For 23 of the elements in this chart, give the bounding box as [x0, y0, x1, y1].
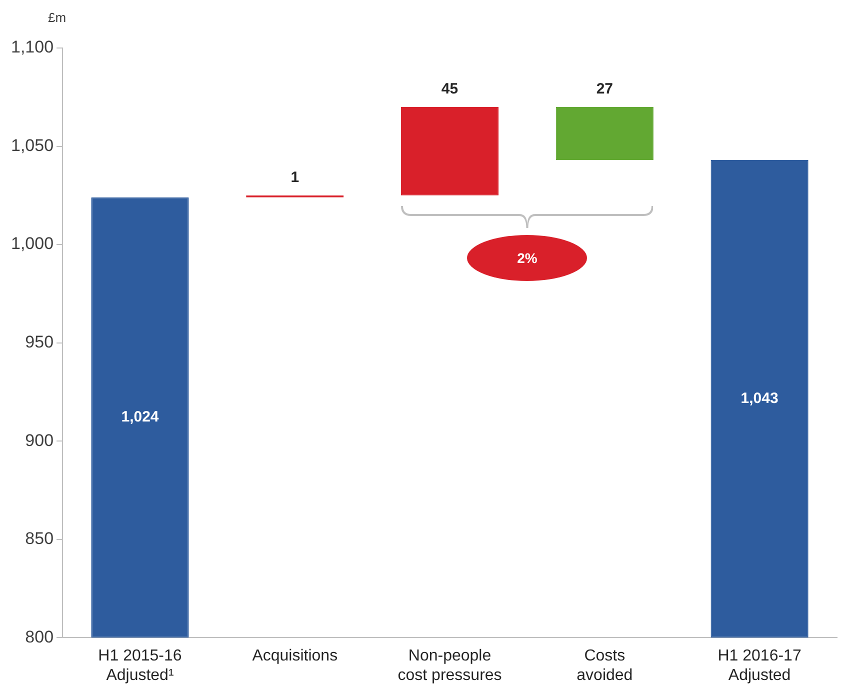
y-tick-label: 850: [25, 529, 54, 548]
bar: [710, 160, 808, 638]
y-tick-label: 900: [25, 430, 54, 450]
x-tick-label: Costs avoided: [576, 648, 633, 684]
x-tick-label: Acquisitions: [252, 648, 338, 665]
data-label: 45: [441, 80, 458, 98]
oval-badge: 2%: [467, 235, 588, 282]
y-tick-label: 950: [25, 332, 54, 352]
bar: [556, 106, 654, 160]
x-tick-label: H1 2015-16 Adjusted¹: [98, 648, 182, 684]
x-tick-label: Non-people cost pressures: [398, 648, 502, 684]
data-label: 1,043: [740, 390, 778, 407]
y-tick-label: 1,000: [10, 234, 54, 254]
y-tick-label: 1,100: [10, 38, 54, 57]
data-label: 1,024: [121, 408, 160, 426]
y-tick-label: 800: [25, 627, 54, 646]
y-tick-label: 1,050: [10, 136, 54, 155]
data-label: 27: [596, 80, 614, 98]
data-label: 1: [290, 169, 300, 186]
y-axis-title: £m: [48, 10, 66, 26]
bar: [91, 197, 189, 638]
x-tick-label: H1 2016-17 Adjusted: [718, 648, 802, 684]
bar: [400, 106, 499, 196]
